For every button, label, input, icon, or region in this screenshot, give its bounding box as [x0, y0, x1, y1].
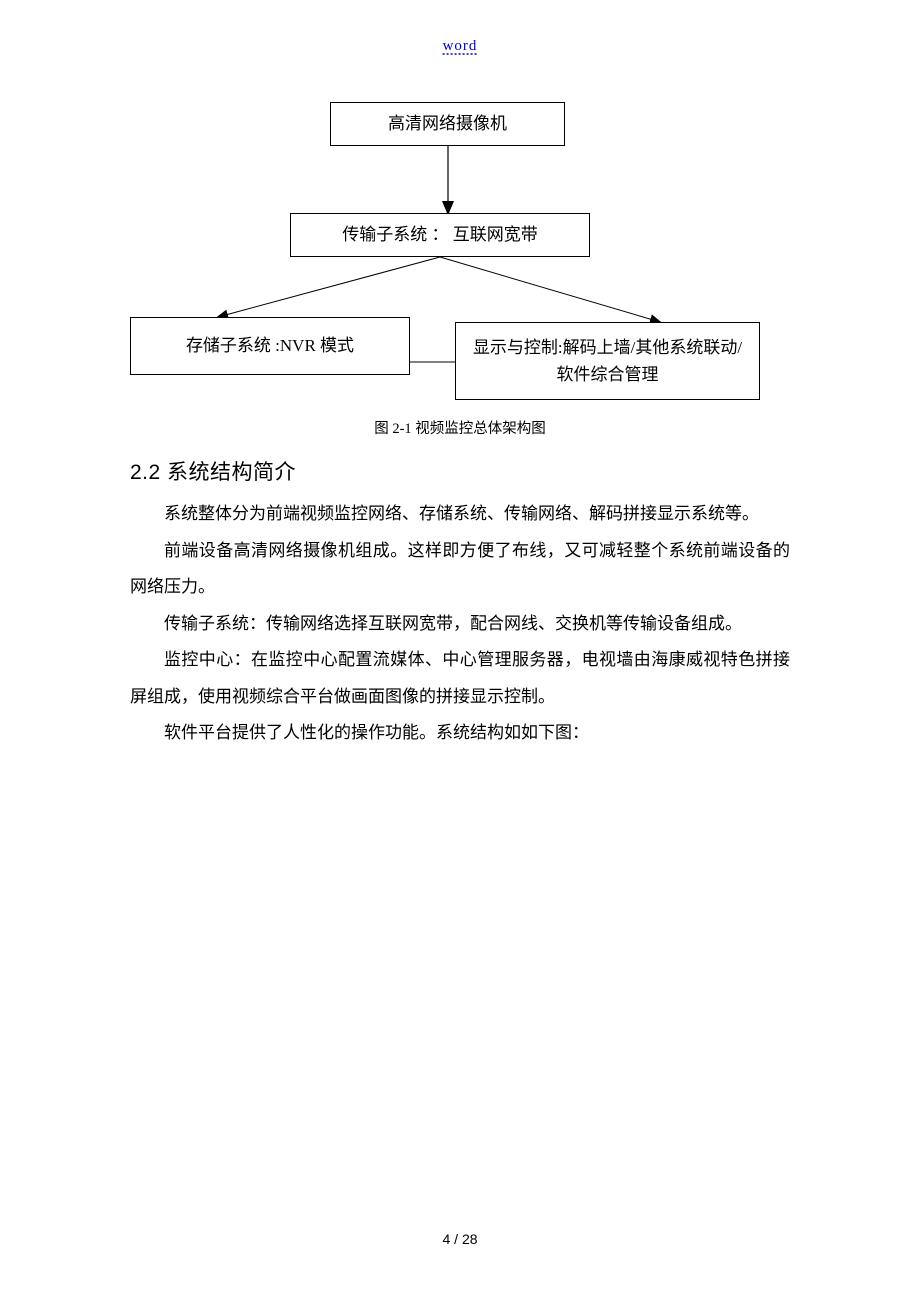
diagram-edge-2 [440, 257, 660, 322]
page-sep: / [450, 1231, 462, 1247]
body-paragraph: 系统整体分为前端视频监控网络、存储系统、传输网络、解码拼接显示系统等。 [130, 496, 790, 533]
header-word-link[interactable]: word [443, 38, 478, 55]
diagram-node-n4: 显示与控制:解码上墙/其他系统联动/软件综合管理 [455, 322, 760, 400]
diagram-node-n3: 存储子系统 :NVR 模式 [130, 317, 410, 375]
diagram-caption: 图 2-1 视频监控总体架构图 [130, 417, 790, 438]
section-number: 2.2 [130, 461, 161, 484]
section-title: 系统结构简介 [167, 461, 296, 484]
body-paragraph: 监控中心：在监控中心配置流媒体、中心管理服务器，电视墙由海康威视特色拼接屏组成，… [130, 642, 790, 715]
section-heading: 2.2 系统结构简介 [130, 456, 296, 486]
diagram-node-n1: 高清网络摄像机 [330, 102, 565, 146]
body-paragraph: 软件平台提供了人性化的操作功能。系统结构如如下图： [130, 715, 790, 752]
page-current: 4 [442, 1231, 450, 1247]
page-total: 28 [462, 1231, 478, 1247]
body-paragraph: 传输子系统：传输网络选择互联网宽带，配合网线、交换机等传输设备组成。 [130, 606, 790, 643]
diagram-edge-1 [218, 257, 440, 317]
body-paragraph: 前端设备高清网络摄像机组成。这样即方便了布线，又可减轻整个系统前端设备的网络压力… [130, 533, 790, 606]
architecture-diagram: 高清网络摄像机传输子系统 ： 互联网宽带存储子系统 :NVR 模式显示与控制:解… [130, 100, 790, 420]
body-text: 系统整体分为前端视频监控网络、存储系统、传输网络、解码拼接显示系统等。前端设备高… [130, 496, 790, 752]
diagram-node-n2: 传输子系统 ： 互联网宽带 [290, 213, 590, 257]
page-footer: 4 / 28 [442, 1231, 477, 1247]
